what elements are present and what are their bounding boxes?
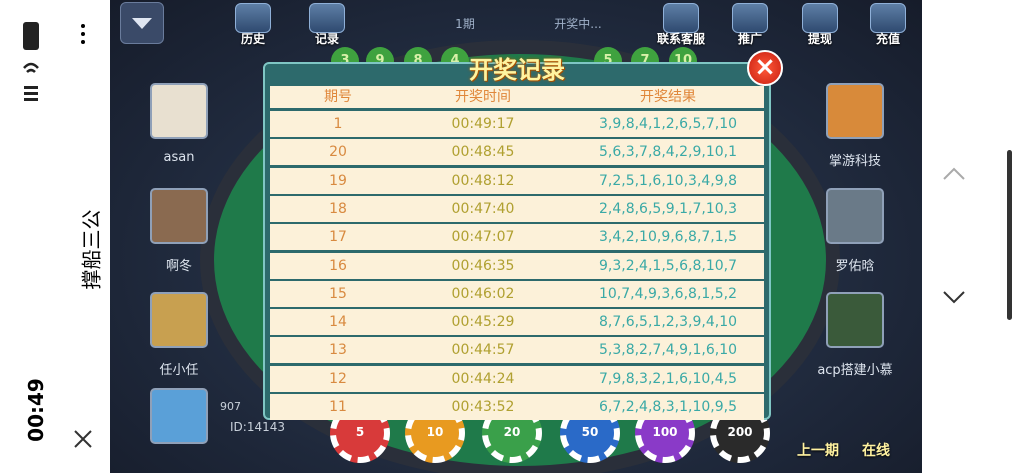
player-name: 罗佑晗: [835, 259, 875, 274]
table-cell: 2,4,8,6,5,9,1,7,10,3: [598, 200, 738, 217]
table-cell: 17: [329, 229, 347, 246]
table-cell: 00:44:57: [451, 342, 515, 359]
table-row: 12 00:44:24 7,9,8,3,2,1,6,10,4,5: [270, 365, 764, 392]
close-dialog[interactable]: ×: [747, 50, 783, 86]
draw-status: 开奖中...: [554, 17, 602, 31]
column-header: 开奖结果: [640, 89, 696, 105]
table-cell: 00:48:45: [451, 144, 515, 161]
table-row: 18 00:47:40 2,4,8,6,5,9,1,7,10,3: [270, 195, 764, 222]
table-cell: 00:48:12: [451, 172, 515, 189]
table-cell: 7,9,8,3,2,1,6,10,4,5: [598, 370, 738, 387]
bottom-button[interactable]: 在线: [862, 443, 890, 459]
table-cell: 7,2,5,1,6,10,3,4,9,8: [598, 172, 738, 189]
scrollbar: [1007, 150, 1012, 320]
toolbar-icon[interactable]: [663, 3, 699, 33]
table-cell: 1: [333, 116, 343, 132]
table-row: 1 00:49:17 3,9,8,4,1,2,6,5,7,10: [270, 111, 764, 137]
player-avatar: [150, 292, 208, 348]
table-cell: 00:45:29: [451, 314, 515, 331]
table-cell: 00:46:35: [451, 257, 515, 274]
table-row: 13 00:44:57 5,3,8,2,7,4,9,1,6,10: [270, 337, 764, 364]
status-icons: [23, 22, 39, 101]
player-name: 掌游科技: [828, 154, 882, 169]
player-avatar: [826, 292, 884, 348]
player-name: 任小任: [159, 363, 199, 378]
player-avatar: [150, 188, 208, 244]
table-cell: 5,6,3,7,8,4,2,9,10,1: [598, 144, 738, 161]
draw-history-dialog: 开奖记录 期号 开奖时间 开奖结果 1 00:49:17 3,9,8,4,1,2,6,5,…: [263, 56, 771, 420]
toolbar-icon[interactable]: [870, 3, 906, 33]
menu-dots[interactable]: [78, 22, 88, 46]
player-name: asan: [163, 150, 195, 165]
table-cell: 00:44:24: [451, 370, 515, 387]
player-name: acp搭建小慕: [817, 363, 893, 378]
toolbar-label[interactable]: 充值: [875, 32, 901, 46]
player-avatar: [826, 83, 884, 139]
table-cell: 10,7,4,9,3,6,8,1,5,2: [598, 285, 738, 302]
app-title: 撑船三公: [79, 209, 104, 290]
column-header: 期号: [324, 89, 352, 105]
table-cell: 16: [329, 257, 347, 274]
table-cell: 13: [329, 342, 347, 359]
table-cell: 8,7,6,5,1,2,3,9,4,10: [598, 314, 738, 331]
table-cell: 00:43:52: [451, 399, 515, 415]
column-header: 开奖时间: [455, 89, 511, 105]
close-app[interactable]: [72, 428, 94, 450]
toolbar-label[interactable]: 提现: [807, 32, 833, 46]
player-name: 啊冬: [165, 259, 193, 274]
toolbar-icon[interactable]: [732, 3, 768, 33]
table-cell: 18: [329, 200, 347, 217]
toolbar-label[interactable]: 记录: [314, 32, 340, 46]
player-avatar: [826, 188, 884, 244]
table-cell: 3,4,2,10,9,6,8,7,1,5: [598, 229, 738, 246]
table-cell: 9,3,2,4,1,5,6,8,10,7: [598, 257, 738, 274]
dialog-title: 开奖记录: [469, 56, 565, 84]
self-id: ID:14143: [230, 420, 285, 434]
toolbar-label[interactable]: 历史: [240, 32, 266, 46]
table-cell: 00:47:07: [451, 229, 515, 246]
table-cell: 5,3,8,2,7,4,9,1,6,10: [598, 342, 738, 359]
period: 1期: [455, 17, 475, 31]
table-row: 20 00:48:45 5,6,3,7,8,4,2,9,10,1: [270, 139, 764, 166]
table-row: 16 00:46:35 9,3,2,4,1,5,6,8,10,7: [270, 252, 764, 279]
table-row: 14 00:45:29 8,7,6,5,1,2,3,9,4,10: [270, 309, 764, 336]
self-balance: 907: [220, 400, 241, 413]
table-cell: 6,7,2,4,8,3,1,10,9,5: [598, 399, 738, 415]
scroll-down[interactable]: [940, 288, 968, 306]
scroll-up[interactable]: [940, 165, 968, 183]
toolbar-icon[interactable]: [309, 3, 345, 33]
table-cell: 19: [329, 172, 347, 189]
dropdown-button[interactable]: [120, 2, 164, 44]
table-cell: 15: [329, 285, 347, 302]
toolbar-icon[interactable]: [802, 3, 838, 33]
table-cell: 14: [329, 314, 347, 331]
table-cell: 12: [329, 370, 347, 387]
bottom-button[interactable]: 上一期: [797, 443, 839, 459]
table-row: 19 00:48:12 7,2,5,1,6,10,3,4,9,8: [270, 167, 764, 194]
self-avatar: [150, 388, 208, 444]
table-cell: 20: [329, 144, 347, 161]
table-row: 15 00:46:02 10,7,4,9,3,6,8,1,5,2: [270, 280, 764, 307]
table-cell: 00:47:40: [451, 200, 515, 217]
table-cell: 11: [329, 399, 347, 415]
toolbar-label[interactable]: 推广: [737, 32, 763, 46]
table-cell: 00:46:02: [451, 285, 515, 302]
table-row: 17 00:47:07 3,4,2,10,9,6,8,7,1,5: [270, 224, 764, 251]
table-row: 11 00:43:52 6,7,2,4,8,3,1,10,9,5: [270, 394, 764, 420]
table-cell: 3,9,8,4,1,2,6,5,7,10: [598, 116, 738, 132]
table-cell: 00:49:17: [451, 116, 515, 132]
clock: 00:49: [23, 378, 48, 442]
player-avatar: [150, 83, 208, 139]
toolbar-label[interactable]: 联系客服: [656, 32, 706, 46]
toolbar-icon[interactable]: [235, 3, 271, 33]
table-header: 期号 开奖时间 开奖结果: [270, 86, 764, 108]
